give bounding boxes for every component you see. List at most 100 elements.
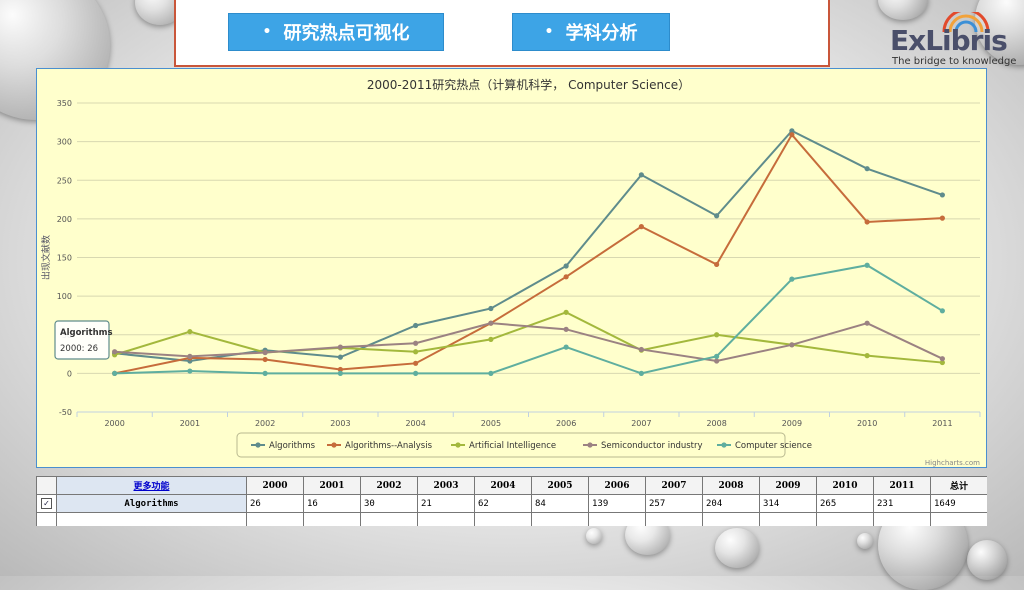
year-header: 2010 [816, 476, 874, 495]
row-checkbox[interactable]: ✓ [41, 498, 52, 509]
y-tick-label: 0 [67, 369, 72, 378]
data-point [638, 224, 644, 230]
legend-entry[interactable]: Algorithms [269, 441, 316, 451]
empty-cell [759, 512, 817, 526]
table-row [36, 512, 987, 526]
data-point [638, 346, 644, 353]
tab-label: 研究热点可视化 [283, 23, 410, 44]
row-value: 139 [588, 494, 646, 513]
legend-entry[interactable]: Artificial Intelligence [469, 441, 556, 451]
data-point [939, 308, 945, 314]
row-value: 26 [246, 494, 304, 513]
legend-entry[interactable]: Computer science [735, 441, 812, 451]
data-point [939, 356, 945, 362]
data-point [563, 263, 569, 269]
logo-arc-icon [942, 12, 990, 33]
data-point [789, 132, 795, 138]
data-point [939, 192, 945, 198]
empty-cell [702, 512, 760, 526]
data-point [413, 322, 419, 329]
row-value: 314 [759, 494, 817, 513]
data-point [112, 370, 118, 376]
series-line [114, 322, 943, 363]
x-tick-label: 2003 [330, 419, 350, 428]
data-point [714, 358, 720, 364]
more-functions-label: 更多功能 [133, 482, 170, 492]
y-tick-label: 250 [57, 176, 72, 185]
year-header: 2011 [873, 476, 931, 495]
data-point [187, 368, 193, 374]
data-point [714, 261, 720, 268]
tooltip-value: 2000: 26 [60, 344, 98, 354]
data-point [488, 370, 494, 376]
year-header: 2001 [303, 476, 361, 495]
total-header: 总计 [930, 476, 987, 495]
x-tick-label: 2002 [255, 419, 275, 428]
row-value: 204 [702, 494, 760, 513]
row-value: 257 [645, 494, 703, 513]
x-tick-label: 2011 [932, 419, 952, 428]
empty-cell [930, 512, 987, 526]
line-chart: 2000-2011研究热点（计算机科学， Computer Science） -5… [40, 77, 981, 467]
data-point [789, 128, 795, 134]
legend-swatch-marker [721, 442, 727, 448]
data-point [939, 359, 945, 366]
year-header: 2007 [645, 476, 703, 495]
y-tick-label: 100 [57, 292, 72, 301]
data-table: 更多功能 2000 2001 2002 2003 2004 2005 2006 2007 200… [36, 476, 987, 526]
empty-cell [531, 512, 589, 526]
data-point [413, 340, 419, 346]
chart-container: 2000-2011研究热点（计算机科学， Computer Science） -5… [36, 68, 987, 468]
year-header: 2006 [588, 476, 646, 495]
legend-swatch-marker [587, 442, 593, 448]
row-value: 30 [360, 494, 418, 513]
y-tick-label: 200 [57, 215, 72, 224]
empty-cell [474, 512, 532, 526]
data-point [337, 344, 343, 350]
row-value: 265 [816, 494, 874, 513]
legend-entry[interactable]: Semiconductor industry [601, 441, 703, 451]
data-point [488, 305, 494, 312]
year-header: 2004 [474, 476, 532, 495]
highcharts-credit: Highcharts.com [925, 459, 980, 467]
empty-cell [645, 512, 703, 526]
data-point [413, 349, 419, 355]
legend-swatch-marker [455, 442, 461, 448]
tab-subject-analysis[interactable]: • 学科分析 [512, 13, 670, 51]
x-tick-label: 2010 [857, 419, 877, 428]
data-point [563, 326, 569, 332]
tab-research-hotspots[interactable]: • 研究热点可视化 [228, 13, 444, 51]
data-point [112, 349, 118, 355]
bubble-decoration [967, 540, 1007, 580]
row-value: 231 [873, 494, 931, 513]
bubble-decoration [586, 528, 602, 544]
year-header: 2003 [417, 476, 475, 495]
checkbox-header [36, 476, 57, 495]
tooltip-box [54, 320, 110, 360]
data-point [638, 172, 644, 178]
data-point [714, 332, 720, 338]
data-point [488, 320, 494, 326]
empty-cell [246, 512, 304, 526]
year-header: 2008 [702, 476, 760, 495]
row-value: 62 [474, 494, 532, 513]
y-tick-label: 150 [57, 254, 72, 263]
legend-swatch-marker [331, 442, 337, 448]
bullet-icon: • [544, 24, 554, 40]
data-point [413, 370, 419, 376]
y-axis-label: 出现文献数 [40, 235, 52, 280]
year-header: 2005 [531, 476, 589, 495]
tooltip-series: Algorithms [60, 328, 113, 338]
data-point [337, 366, 343, 373]
year-header: 2009 [759, 476, 817, 495]
y-tick-label: 300 [57, 138, 72, 147]
logo-brand: ExLibris [890, 24, 1008, 57]
data-point [413, 360, 419, 366]
year-header: 2000 [246, 476, 304, 495]
series-line [114, 132, 943, 375]
data-point [714, 213, 720, 219]
more-functions-link[interactable]: 更多功能 [56, 476, 247, 495]
row-checkbox-cell[interactable]: ✓ [36, 494, 57, 513]
data-point [262, 370, 268, 376]
legend-entry[interactable]: Algorithms--Analysis [345, 441, 433, 451]
